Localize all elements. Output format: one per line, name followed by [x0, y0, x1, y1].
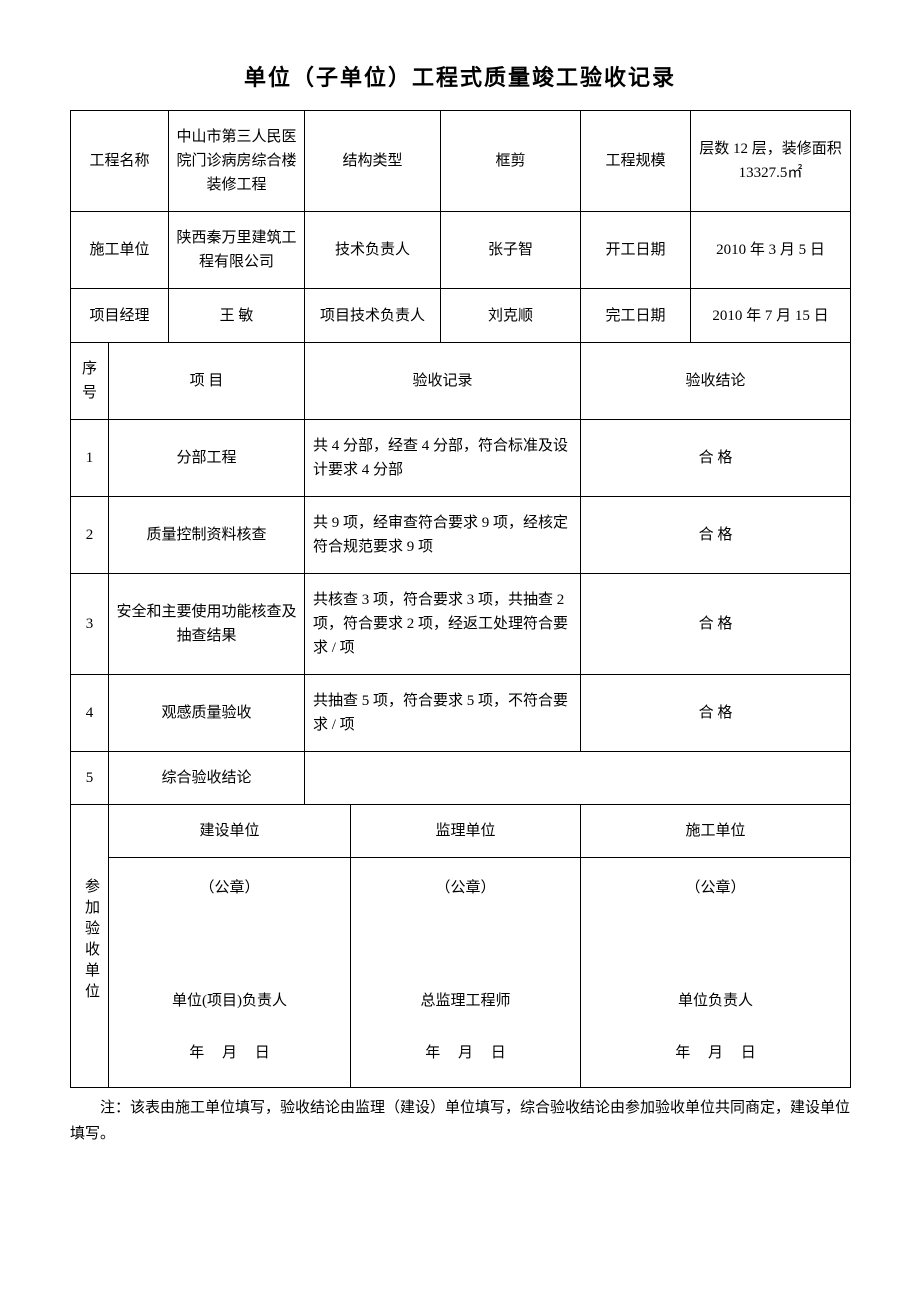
label-project-tech-lead: 项目技术负责人 — [305, 289, 441, 343]
col-item: 项 目 — [109, 343, 305, 420]
value-project-manager: 王 敏 — [169, 289, 305, 343]
row-item: 质量控制资料核查 — [109, 497, 305, 574]
label-start-date: 开工日期 — [581, 212, 691, 289]
sign-supervision: （公章） 总监理工程师 年 月 日 — [351, 858, 581, 1088]
row-seq: 1 — [71, 420, 109, 497]
footer-note: 注：该表由施工单位填写，验收结论由监理（建设）单位填写，综合验收结论由参加验收单… — [70, 1096, 850, 1147]
header-owner-unit: 建设单位 — [109, 805, 351, 858]
sign-owner: （公章） 单位(项目)负责人 年 月 日 — [109, 858, 351, 1088]
value-project-tech-lead: 刘克顺 — [441, 289, 581, 343]
value-construction-unit: 陕西秦万里建筑工程有限公司 — [169, 212, 305, 289]
document-title: 单位（子单位）工程式质量竣工验收记录 — [70, 60, 850, 92]
row-record: 共 9 项，经审查符合要求 9 项，经核定符合规范要求 9 项 — [305, 497, 581, 574]
col-seq: 序号 — [71, 343, 109, 420]
participants-side-label: 参加验收单位 — [71, 805, 109, 1088]
row-seq: 3 — [71, 574, 109, 675]
role-label: 总监理工程师 — [357, 929, 574, 1013]
value-finish-date: 2010 年 7 月 15 日 — [691, 289, 851, 343]
row-seq: 2 — [71, 497, 109, 574]
row-item: 观感质量验收 — [109, 675, 305, 752]
seal-label: （公章） — [115, 872, 344, 900]
row-record: 共 4 分部，经查 4 分部，符合标准及设计要求 4 分部 — [305, 420, 581, 497]
value-start-date: 2010 年 3 月 5 日 — [691, 212, 851, 289]
row-conclusion: 合 格 — [581, 497, 851, 574]
header-construction-unit: 施工单位 — [581, 805, 851, 858]
date-label: 年 月 日 — [357, 1041, 574, 1073]
seal-label: （公章） — [357, 872, 574, 900]
row-item: 综合验收结论 — [109, 752, 305, 805]
value-tech-lead: 张子智 — [441, 212, 581, 289]
value-structure-type: 框剪 — [441, 111, 581, 212]
row-item: 分部工程 — [109, 420, 305, 497]
sign-construction: （公章） 单位负责人 年 月 日 — [581, 858, 851, 1088]
label-structure-type: 结构类型 — [305, 111, 441, 212]
row-seq: 5 — [71, 752, 109, 805]
row-conclusion: 合 格 — [581, 675, 851, 752]
row-record: 共抽查 5 项，符合要求 5 项，不符合要求 / 项 — [305, 675, 581, 752]
date-label: 年 月 日 — [587, 1041, 844, 1073]
label-project-manager: 项目经理 — [71, 289, 169, 343]
label-construction-unit: 施工单位 — [71, 212, 169, 289]
row-item: 安全和主要使用功能核查及抽查结果 — [109, 574, 305, 675]
label-finish-date: 完工日期 — [581, 289, 691, 343]
role-label: 单位(项目)负责人 — [115, 929, 344, 1013]
col-record: 验收记录 — [305, 343, 581, 420]
value-project-name: 中山市第三人民医院门诊病房综合楼装修工程 — [169, 111, 305, 212]
col-conclusion: 验收结论 — [581, 343, 851, 420]
date-label: 年 月 日 — [115, 1041, 344, 1073]
row-seq: 4 — [71, 675, 109, 752]
row-record: 共核查 3 项，符合要求 3 项，共抽查 2 项，符合要求 2 项，经返工处理符… — [305, 574, 581, 675]
label-tech-lead: 技术负责人 — [305, 212, 441, 289]
label-project-scale: 工程规模 — [581, 111, 691, 212]
header-supervision-unit: 监理单位 — [351, 805, 581, 858]
row-record — [305, 752, 851, 805]
seal-label: （公章） — [587, 872, 844, 900]
label-project-name: 工程名称 — [71, 111, 169, 212]
row-conclusion: 合 格 — [581, 574, 851, 675]
value-project-scale: 层数 12 层，装修面积 13327.5㎡ — [691, 111, 851, 212]
role-label: 单位负责人 — [587, 929, 844, 1013]
row-conclusion: 合 格 — [581, 420, 851, 497]
acceptance-table: 工程名称 中山市第三人民医院门诊病房综合楼装修工程 结构类型 框剪 工程规模 层… — [70, 110, 851, 1088]
